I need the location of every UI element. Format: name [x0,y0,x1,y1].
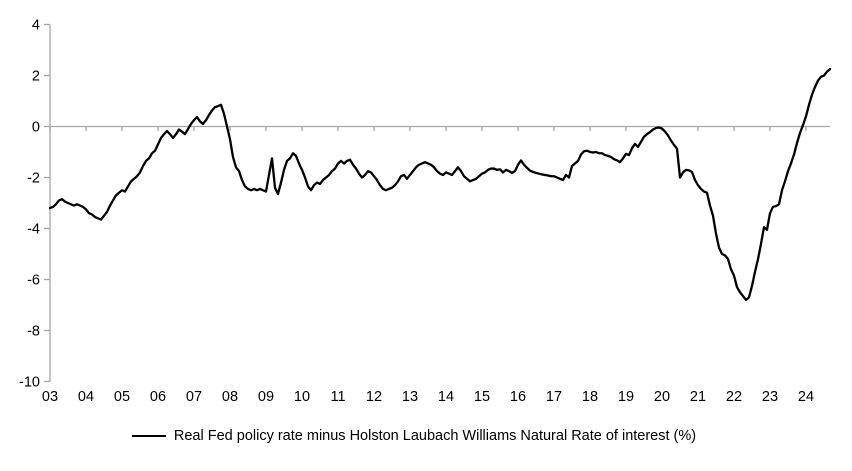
svg-text:-6: -6 [27,273,40,289]
svg-text:22: 22 [726,389,742,405]
svg-text:16: 16 [510,389,526,405]
svg-text:11: 11 [330,389,345,405]
svg-text:15: 15 [474,389,490,405]
svg-text:18: 18 [582,389,598,405]
svg-text:06: 06 [150,389,166,405]
svg-text:08: 08 [222,389,238,405]
svg-text:04: 04 [78,389,94,405]
svg-text:-4: -4 [27,222,40,238]
svg-text:21: 21 [690,389,706,405]
svg-text:-10: -10 [19,375,40,391]
svg-text:12: 12 [366,389,382,405]
svg-text:13: 13 [402,389,418,405]
svg-text:19: 19 [618,389,634,405]
y-axis [44,23,51,383]
svg-text:05: 05 [114,389,130,405]
svg-text:-8: -8 [27,324,40,340]
legend-label: Real Fed policy rate minus Holston Lauba… [173,428,697,444]
svg-text:03: 03 [42,389,58,405]
x-axis-zero-line [49,125,830,131]
svg-text:20: 20 [654,389,670,405]
svg-text:24: 24 [798,389,814,405]
x-tick-labels: 03 04 05 06 07 08 09 10 11 12 13 14 15 16 17 18 19 20 21 22… [42,389,814,405]
svg-text:0: 0 [32,120,40,136]
chart-legend: Real Fed policy rate minus Holston Lauba… [0,428,840,444]
svg-text:17: 17 [546,389,562,405]
y-tick-labels: 4 2 0 -2 -4 -6 -8 -10 [19,18,40,391]
svg-text:14: 14 [438,389,454,405]
svg-text:4: 4 [32,18,40,34]
line-chart: 420-2-4-6-8-10 03 04 05 06 07 08 09 10 11 12 13 14 1… [19,18,832,405]
svg-text:09: 09 [258,389,274,405]
svg-text:-2: -2 [27,171,40,187]
svg-text:23: 23 [762,389,778,405]
svg-text:07: 07 [186,389,202,405]
svg-text:2: 2 [32,69,40,85]
svg-text:10: 10 [294,389,310,405]
legend-line-swatch [131,435,166,437]
data-line-series [48,67,832,302]
